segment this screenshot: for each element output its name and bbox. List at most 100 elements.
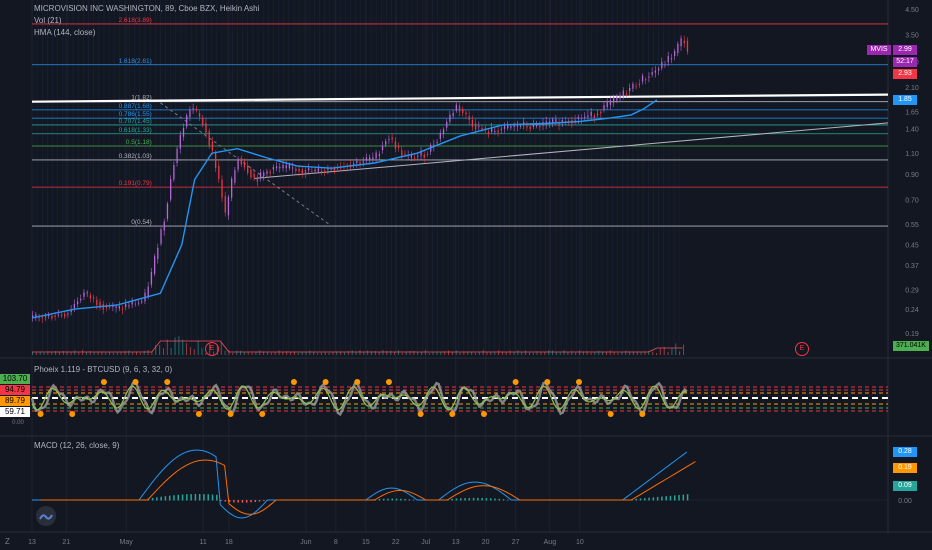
volume-bar bbox=[590, 352, 592, 355]
volume-bar bbox=[270, 352, 272, 355]
candle-body bbox=[500, 128, 502, 130]
x-tick-label: 22 bbox=[392, 539, 400, 546]
volume-bar bbox=[309, 350, 311, 355]
volume-bar bbox=[513, 352, 515, 355]
candle-body bbox=[619, 95, 621, 99]
macd-histogram-bar bbox=[168, 495, 171, 501]
volume-bar bbox=[394, 351, 396, 355]
candle-body bbox=[304, 169, 307, 174]
candle-body bbox=[616, 96, 618, 101]
macd-histogram-bar bbox=[644, 498, 646, 501]
macd-histogram-bar bbox=[254, 500, 257, 503]
x-tick-label: May bbox=[120, 539, 134, 546]
candle-body bbox=[645, 79, 647, 81]
macd-histogram-bar bbox=[190, 494, 192, 501]
candle-body bbox=[67, 313, 69, 315]
x-tick-label: Jul bbox=[421, 539, 430, 546]
volume-bar bbox=[424, 350, 426, 355]
candle-body bbox=[237, 159, 239, 170]
candle-body bbox=[510, 126, 512, 128]
candle-body bbox=[404, 153, 406, 155]
macd-indicator-label[interactable]: MACD (12, 26, close, 9) bbox=[34, 441, 120, 450]
macd-histogram-bar bbox=[494, 498, 496, 501]
volume-bar bbox=[471, 352, 473, 355]
fib-level-label: 0.5(1.18) bbox=[126, 139, 152, 146]
candle-body bbox=[35, 314, 37, 318]
macd-histogram-bar bbox=[237, 500, 239, 503]
macd-histogram-bar bbox=[639, 498, 642, 501]
candle-body bbox=[651, 72, 653, 75]
candle-body bbox=[667, 56, 669, 63]
candle-body bbox=[372, 157, 374, 160]
chart-logo-icon[interactable] bbox=[36, 506, 56, 526]
candle-body bbox=[279, 166, 281, 169]
phoenix-dot bbox=[195, 411, 202, 417]
phoenix-dot bbox=[322, 379, 329, 385]
macd-histogram-bar bbox=[481, 497, 483, 501]
volume-bar bbox=[428, 352, 430, 355]
volume-bar bbox=[455, 350, 457, 355]
fib-level-label: 1(1.82) bbox=[131, 95, 152, 102]
candle-body bbox=[89, 295, 92, 299]
candle-body bbox=[497, 130, 499, 133]
volume-bar bbox=[536, 351, 538, 355]
candle-body bbox=[263, 172, 265, 176]
candle-body bbox=[92, 297, 95, 299]
macd-histogram-bar bbox=[678, 495, 680, 501]
volume-bar bbox=[521, 351, 523, 355]
macd-histogram-bar bbox=[164, 496, 167, 501]
countdown-badge: 52:17 bbox=[893, 57, 917, 67]
macd-y-tick: 0.00 bbox=[898, 498, 912, 505]
volume-bar bbox=[355, 351, 357, 355]
volume-bar bbox=[374, 351, 376, 355]
y-tick-label: 4.50 bbox=[905, 7, 919, 14]
candle-body bbox=[519, 125, 522, 127]
phoenix-indicator-label[interactable]: Phoeix 1.119 - BTCUSD (9, 6, 3, 32, 0) bbox=[34, 365, 173, 374]
candle-body bbox=[468, 116, 470, 120]
volume-bar bbox=[578, 350, 580, 355]
volume-bar bbox=[147, 350, 149, 355]
volume-bar bbox=[640, 352, 642, 355]
candle-body bbox=[561, 120, 563, 122]
candle-body bbox=[121, 308, 124, 310]
y-tick-label: 0.24 bbox=[905, 307, 919, 314]
macd-histogram-bar bbox=[652, 497, 655, 501]
candle-body bbox=[558, 122, 560, 127]
volume-bar bbox=[97, 351, 99, 355]
candle-body bbox=[51, 315, 53, 319]
candle-body bbox=[635, 86, 637, 88]
volume-indicator-label[interactable]: Vol (21) bbox=[34, 16, 62, 25]
macd-histogram-bar bbox=[661, 496, 663, 501]
macd-histogram-bar bbox=[220, 500, 222, 502]
candle-body bbox=[609, 100, 612, 105]
volume-bar bbox=[293, 351, 295, 355]
earnings-event-icon[interactable]: E bbox=[795, 342, 809, 356]
candle-body bbox=[670, 58, 673, 60]
candle-body bbox=[439, 132, 441, 139]
volume-bar bbox=[390, 350, 392, 355]
phoenix-dot bbox=[290, 379, 297, 385]
volume-bar bbox=[305, 351, 307, 355]
fib-level-label: 0.887(1.68) bbox=[119, 103, 152, 110]
candle-body bbox=[336, 167, 339, 169]
earnings-event-icon[interactable]: E bbox=[205, 342, 219, 356]
y-tick-label: 1.10 bbox=[905, 151, 919, 158]
candle-body bbox=[587, 115, 589, 118]
volume-bar bbox=[363, 351, 365, 355]
volume-bar bbox=[594, 351, 596, 355]
candle-body bbox=[182, 128, 185, 137]
hma-indicator-label[interactable]: HMA (144, close) bbox=[34, 28, 96, 37]
macd-histogram-bar bbox=[391, 498, 394, 501]
candle-body bbox=[625, 93, 628, 95]
phoenix-dot bbox=[259, 411, 266, 417]
volume-bar bbox=[467, 351, 469, 355]
y-tick-label: 3.50 bbox=[905, 33, 919, 40]
volume-bar bbox=[548, 350, 550, 355]
candle-body bbox=[487, 131, 490, 135]
macd-histogram-bar bbox=[160, 496, 162, 501]
symbol-badge: MVIS bbox=[867, 45, 891, 55]
zoom-button[interactable]: Z bbox=[5, 537, 10, 546]
macd-histogram-bar bbox=[665, 496, 667, 501]
volume-bar bbox=[509, 350, 511, 355]
